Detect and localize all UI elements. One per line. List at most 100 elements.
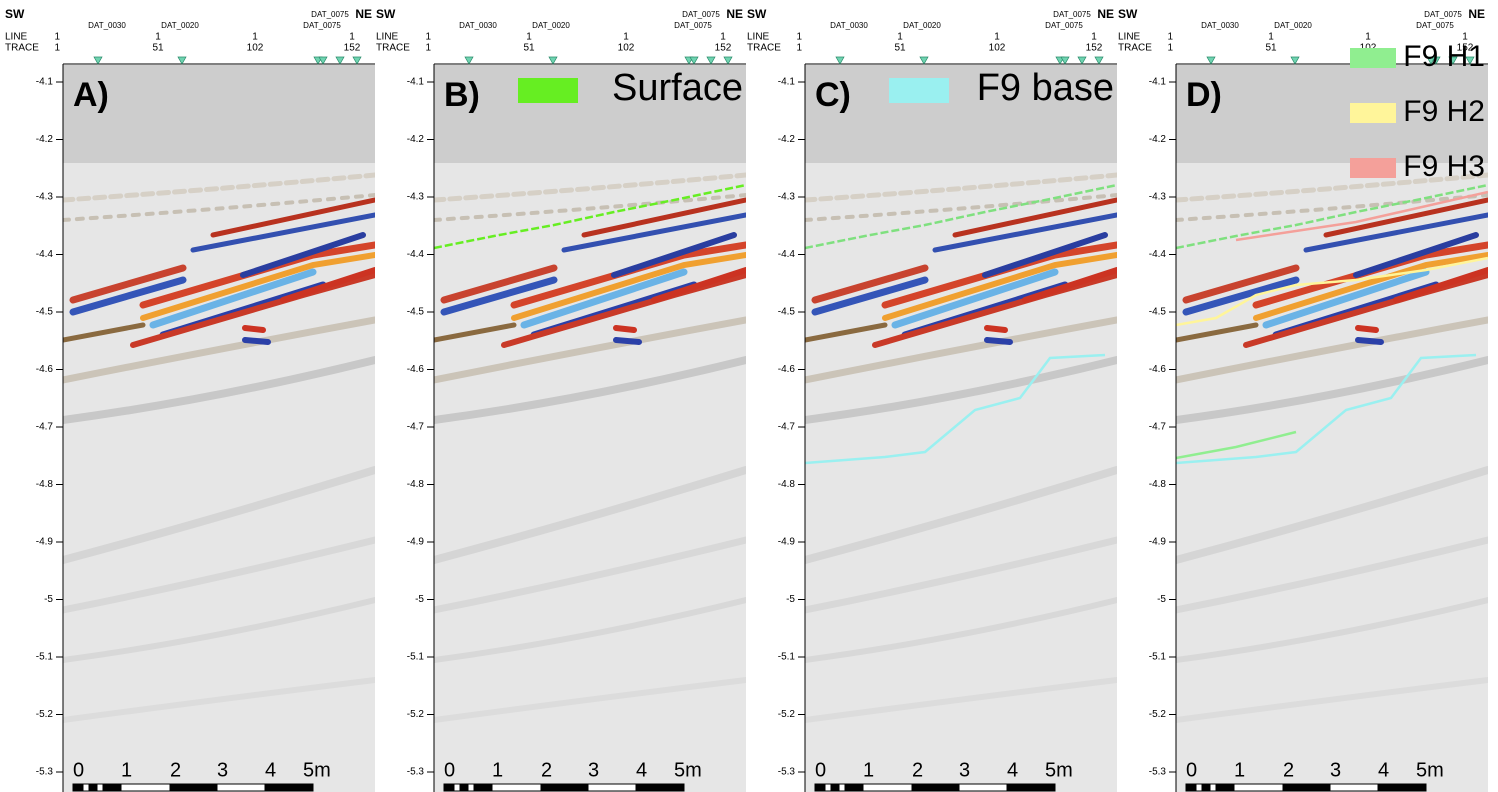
y-tick-label: -4.7 <box>1149 422 1167 433</box>
marker-triangle <box>1465 56 1475 65</box>
legend-label: F9 H2 <box>1403 95 1485 128</box>
marker-triangle <box>177 56 187 65</box>
scale-label: 5m <box>674 759 702 781</box>
scale-label: 3 <box>217 759 228 781</box>
y-tick-label: -4.9 <box>407 537 425 548</box>
marker-triangle <box>1060 56 1070 65</box>
panel-label: B) <box>444 76 480 114</box>
scale-label: 2 <box>1283 759 1294 781</box>
y-tick-label: -4.2 <box>778 134 796 145</box>
scale-segment <box>96 783 104 792</box>
scale-label: 4 <box>1007 759 1018 781</box>
y-tick-label: -4.2 <box>1149 134 1167 145</box>
scale-label: 0 <box>73 759 84 781</box>
scale-segment <box>120 783 171 792</box>
scale-segment <box>830 783 840 792</box>
scale-segment <box>1282 783 1331 792</box>
y-tick-label: -5.1 <box>36 652 54 663</box>
marker-triangle <box>93 56 103 65</box>
y-tick-label: -5.3 <box>407 767 425 778</box>
scale-segment <box>824 783 832 792</box>
scale-segment <box>838 783 846 792</box>
trace-value: 1 <box>796 43 802 54</box>
scale-segment <box>264 783 314 792</box>
y-tick-label: -4.8 <box>36 479 54 490</box>
horizon-surface <box>1176 183 1488 250</box>
horizon-surface <box>805 183 1117 250</box>
line-value: 1 <box>1365 32 1371 43</box>
scale-label: 0 <box>815 759 826 781</box>
line-value: 1 <box>623 32 629 43</box>
y-tick-label: -4.3 <box>407 192 425 203</box>
legend-swatch <box>889 78 949 103</box>
scale-label: 4 <box>1378 759 1389 781</box>
marker-label: DAT_0030 <box>1201 21 1239 30</box>
scale-segment <box>1185 783 1197 792</box>
trace-value: 102 <box>989 43 1006 54</box>
marker-triangle <box>548 56 558 65</box>
y-tick-label: -4.6 <box>778 364 796 375</box>
marker-label: DAT_0030 <box>88 21 126 30</box>
scale-label: 5m <box>1416 759 1444 781</box>
y-tick-label: -4.3 <box>778 192 796 203</box>
scale-segment <box>1201 783 1211 792</box>
panel: SWNELINETRACE1111151102152DAT_0030DAT_00… <box>1118 7 1488 792</box>
marker-label: DAT_0020 <box>903 21 941 30</box>
y-tick-label: -4.7 <box>407 422 425 433</box>
marker-label: DAT_0030 <box>830 21 868 30</box>
line-value: 1 <box>349 32 355 43</box>
legend-swatch <box>1350 158 1396 178</box>
scale-label: 0 <box>1186 759 1197 781</box>
marker-label: DAT_0030 <box>459 21 497 30</box>
marker-triangle <box>1077 56 1087 65</box>
line-label: LINE <box>5 32 28 43</box>
marker-triangle <box>335 56 345 65</box>
marker-label: DAT_0020 <box>161 21 199 30</box>
scale-label: 3 <box>588 759 599 781</box>
marker-triangle <box>464 56 474 65</box>
seismic-image <box>63 65 375 792</box>
scale-label: 3 <box>959 759 970 781</box>
sw-label: SW <box>5 7 25 21</box>
legend-swatch <box>1350 103 1396 123</box>
marker-triangle <box>1431 56 1441 65</box>
scale-segment <box>814 783 826 792</box>
y-tick-label: -4.7 <box>36 422 54 433</box>
y-tick-label: -4.5 <box>36 307 54 318</box>
legend-label: F9 base <box>977 67 1114 109</box>
marker-label: DAT_0075 <box>303 21 341 30</box>
scale-segment <box>1215 783 1235 792</box>
panel-label: C) <box>815 76 851 114</box>
line-value: 1 <box>1462 32 1468 43</box>
scale-segment <box>216 783 266 792</box>
y-tick-label: -5.3 <box>778 767 796 778</box>
marker-triangle <box>1206 56 1216 65</box>
line-value: 1 <box>1167 32 1173 43</box>
trace-value: 152 <box>1086 43 1103 54</box>
y-tick-label: -4.8 <box>1149 479 1167 490</box>
line-value: 1 <box>252 32 258 43</box>
scale-label: 4 <box>636 759 647 781</box>
seismic-image <box>434 65 746 792</box>
trace-value: 152 <box>1457 43 1474 54</box>
scale-segment <box>473 783 493 792</box>
scale-segment <box>82 783 90 792</box>
scale-label: 4 <box>265 759 276 781</box>
ne-label: NE <box>1097 7 1114 21</box>
y-tick-label: -5.2 <box>407 709 425 720</box>
scale-label: 2 <box>541 759 552 781</box>
y-tick-label: -5.2 <box>778 709 796 720</box>
scale-segment <box>453 783 461 792</box>
y-tick-label: -4.4 <box>778 249 796 260</box>
scale-segment <box>102 783 122 792</box>
y-tick-label: -5.1 <box>407 652 425 663</box>
trace-label: TRACE <box>747 43 781 54</box>
y-tick-label: -4.9 <box>778 537 796 548</box>
y-tick-label: -4.1 <box>778 77 796 88</box>
y-tick-label: -5.1 <box>778 652 796 663</box>
legend-swatch <box>1350 48 1396 68</box>
marker-triangle <box>919 56 929 65</box>
marker-label: DAT_0075 <box>674 21 712 30</box>
y-tick-label: -4.1 <box>1149 77 1167 88</box>
trace-value: 51 <box>1265 43 1277 54</box>
